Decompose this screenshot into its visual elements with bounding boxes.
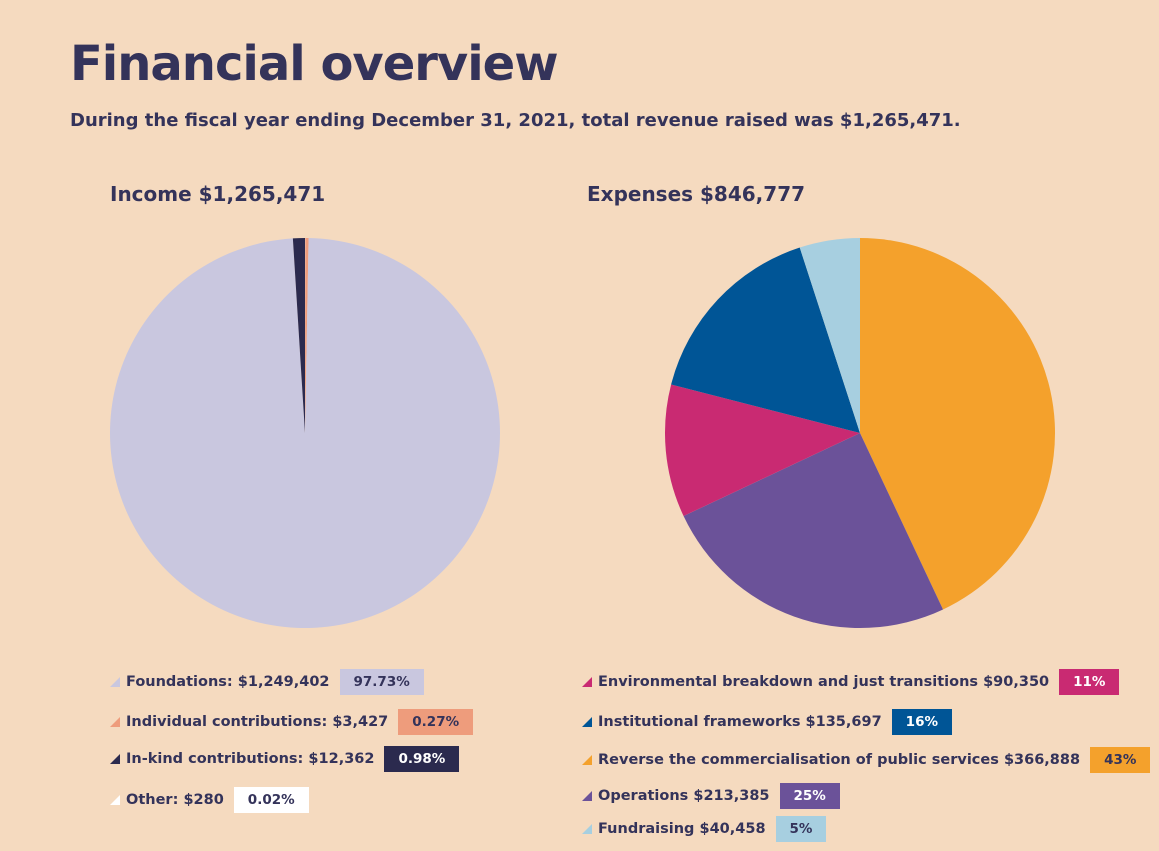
legend-amount: $280: [183, 792, 224, 808]
legend-percent-badge: 0.27%: [398, 709, 474, 735]
income-legend-item: In-kind contributions: $12,362 0.98%: [110, 745, 460, 773]
expenses-pie-chart: [665, 238, 1055, 628]
legend-swatch-icon: [110, 754, 120, 764]
legend-amount: $135,697: [805, 714, 882, 730]
legend-percent-badge: 5%: [775, 816, 827, 842]
legend-amount: $1,249,402: [237, 674, 330, 690]
pie-slice-foundations: [109, 238, 500, 628]
income-legend-item: Individual contributions: $3,427 0.27%: [110, 708, 474, 736]
legend-label: In-kind contributions:: [126, 751, 304, 767]
income-chart-title: Income $1,265,471: [110, 182, 326, 206]
legend-swatch-icon: [110, 795, 120, 805]
legend-swatch-icon: [110, 717, 120, 727]
expenses-legend-item: Institutional frameworks $135,697 16%: [582, 708, 952, 736]
income-pie-chart: [109, 238, 500, 628]
legend-amount: $40,458: [699, 821, 766, 837]
expenses-legend-item: Fundraising $40,458 5%: [582, 815, 827, 843]
pie-slice-institutional-frameworks: [671, 247, 860, 433]
pie-slice-reverse-the-commercialisation-of-public-services: [860, 238, 1055, 610]
page-subtitle: During the fiscal year ending December 3…: [70, 110, 961, 131]
legend-label: Other:: [126, 792, 179, 808]
pie-slice-in-kind-contributions: [292, 238, 305, 433]
legend-percent-badge: 43%: [1090, 747, 1151, 773]
pie-slice-operations: [683, 433, 944, 628]
page-title: Financial overview: [70, 36, 559, 92]
legend-label: Fundraising: [598, 821, 695, 837]
legend-amount: $213,385: [693, 788, 770, 804]
legend-percent-badge: 25%: [779, 783, 840, 809]
legend-swatch-icon: [582, 791, 592, 801]
pie-slice-individual-contributions: [305, 238, 309, 433]
income-legend-item: Foundations: $1,249,402 97.73%: [110, 668, 424, 696]
legend-label: Individual contributions:: [126, 714, 328, 730]
legend-percent-badge: 16%: [891, 709, 952, 735]
legend-amount: $90,350: [983, 674, 1050, 690]
legend-label: Reverse the commercialisation of public …: [598, 752, 999, 768]
legend-label: Institutional frameworks: [598, 714, 801, 730]
income-legend-item: Other: $280 0.02%: [110, 786, 309, 814]
legend-swatch-icon: [110, 677, 120, 687]
legend-percent-badge: 0.02%: [233, 787, 309, 813]
legend-label: Foundations:: [126, 674, 233, 690]
pie-slice-fundraising: [799, 238, 860, 433]
legend-amount: $366,888: [1003, 752, 1081, 768]
legend-percent-badge: 97.73%: [339, 669, 424, 695]
legend-percent-badge: 0.98%: [384, 746, 460, 772]
expenses-legend-item: Operations $213,385 25%: [582, 782, 840, 810]
legend-swatch-icon: [582, 717, 592, 727]
legend-swatch-icon: [582, 677, 592, 687]
expenses-legend-item: Reverse the commercialisation of public …: [582, 746, 1151, 774]
expenses-chart-title: Expenses $846,777: [587, 182, 806, 206]
legend-swatch-icon: [582, 824, 592, 834]
legend-amount: $3,427: [332, 714, 389, 730]
legend-percent-badge: 11%: [1059, 669, 1120, 695]
legend-amount: $12,362: [308, 751, 375, 767]
legend-swatch-icon: [582, 755, 592, 765]
pie-slice-environmental-breakdown-and-just-transitions: [665, 384, 860, 517]
legend-label: Environmental breakdown and just transit…: [598, 674, 979, 690]
legend-label: Operations: [598, 788, 689, 804]
expenses-legend-item: Environmental breakdown and just transit…: [582, 668, 1120, 696]
